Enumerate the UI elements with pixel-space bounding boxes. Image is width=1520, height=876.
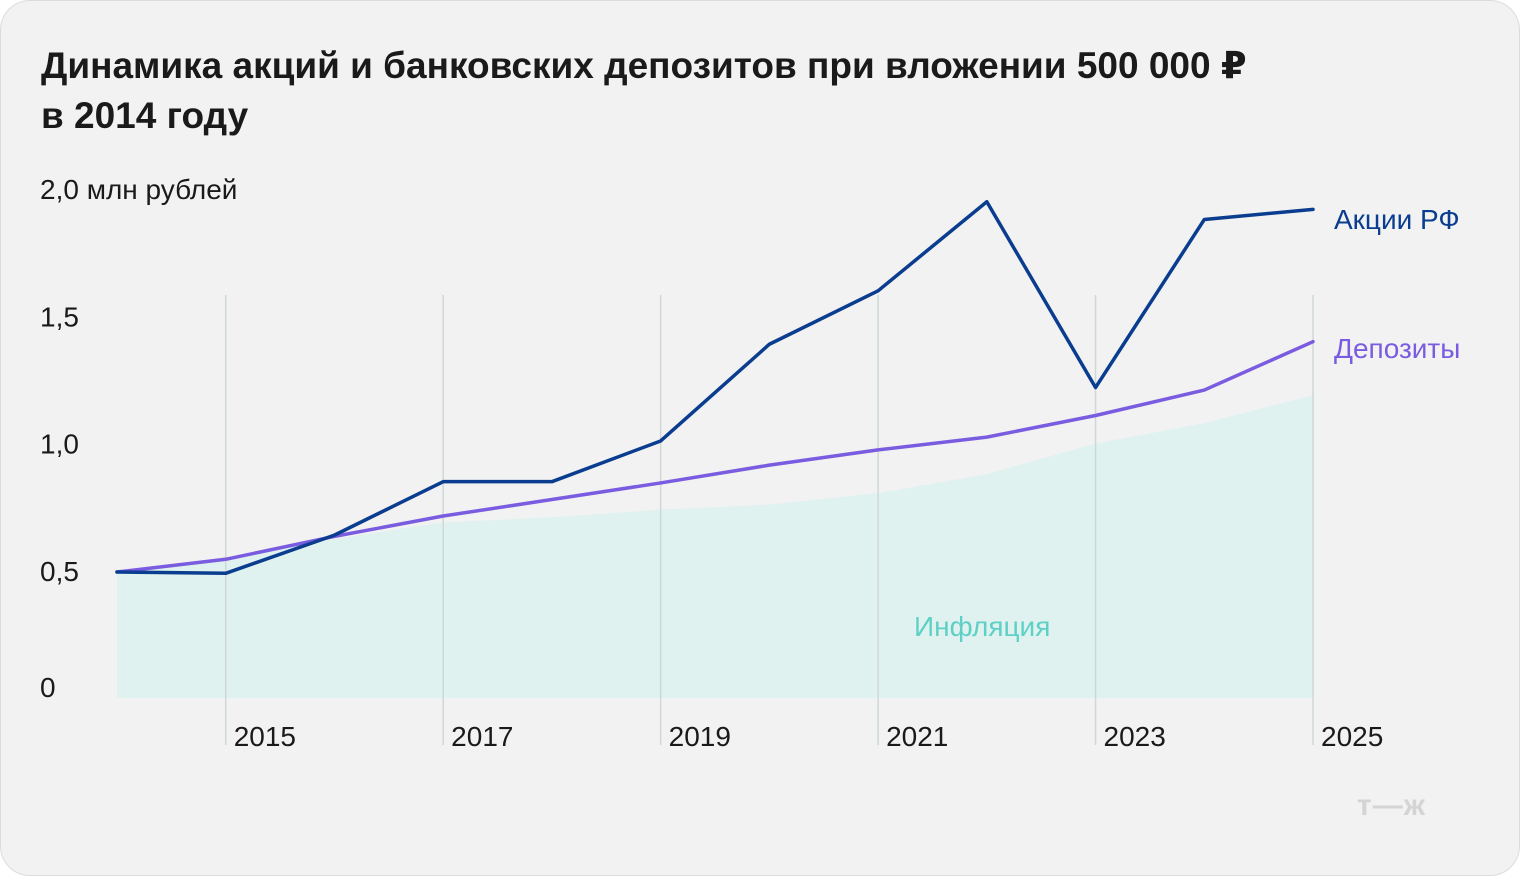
series-layer [115,199,1315,576]
grid-layer [224,295,1314,745]
x-tick-label-2021: 2021 [886,721,948,752]
label-deposits: Депозиты [1334,333,1460,364]
title-line-2: в 2014 году [41,95,249,136]
y-axis: 0 0,5 1,0 1,5 2,0 млн рублей [40,174,237,703]
x-tick-label-2019: 2019 [669,721,731,752]
inflation-area [117,395,1313,698]
y-tick-label: 1,0 [40,429,79,460]
inflation-layer [117,395,1313,698]
series-line-stocks [115,199,1315,576]
label-stocks: Акции РФ [1334,204,1460,235]
chart-title: Динамика акций и банковских депозитов пр… [41,41,1461,141]
x-tick-label-2025: 2025 [1321,721,1383,752]
x-tick-label-2015: 2015 [234,721,296,752]
y-tick-label: 2,0 млн рублей [40,174,237,205]
x-axis: 2015 2017 2019 2021 2023 2025 [234,721,1384,752]
y-tick-label: 0,5 [40,556,79,587]
series-labels: Акции РФ Депозиты Инфляция [914,204,1460,642]
y-tick-label: 1,5 [40,301,79,332]
x-tick-label-2017: 2017 [451,721,513,752]
label-inflation: Инфляция [914,611,1050,642]
title-line-1: Динамика акций и банковских депозитов пр… [41,45,1247,86]
x-tick-label-2023: 2023 [1104,721,1166,752]
y-tick-label: 0 [40,672,56,703]
tj-logo: т—ж [1357,789,1426,822]
